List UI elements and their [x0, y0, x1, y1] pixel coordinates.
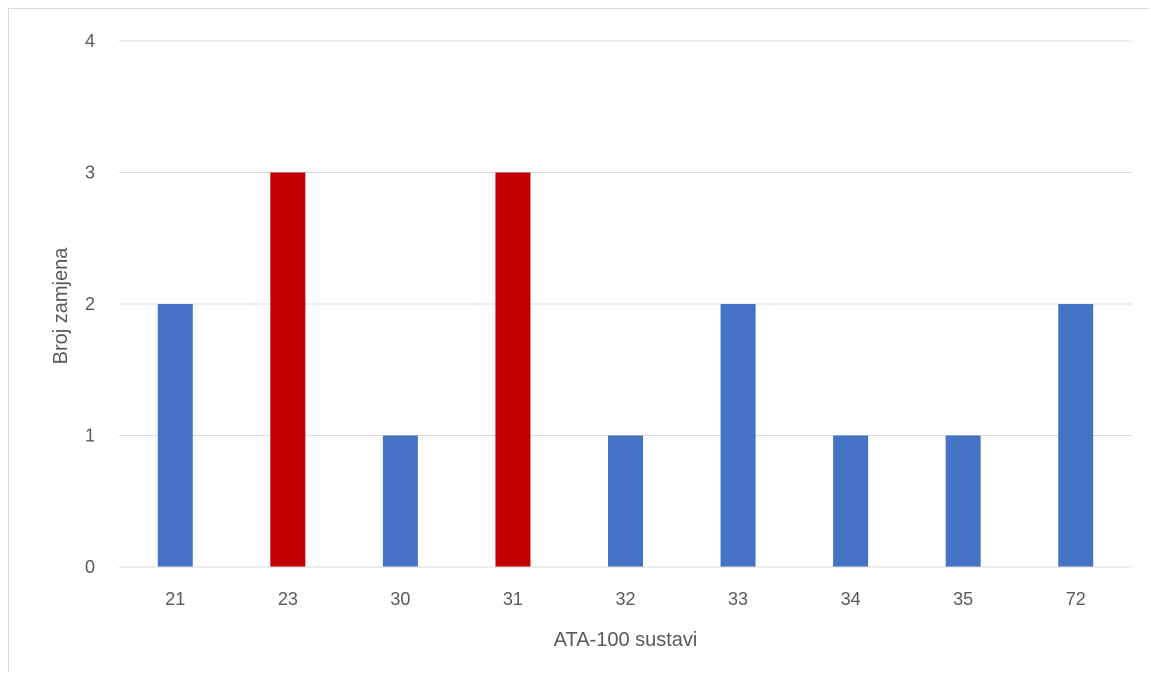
bar-30	[382, 435, 418, 567]
x-tick-label: 21	[165, 589, 185, 609]
x-tick-label: 34	[841, 589, 861, 609]
x-tick-label: 72	[1066, 589, 1086, 609]
y-tick-labels: 0 1 2 3 4	[85, 31, 95, 577]
x-tick-label: 32	[615, 589, 635, 609]
bar-35	[945, 435, 981, 567]
y-tick-label: 4	[85, 31, 95, 51]
x-tick-labels: 21 23 30 31 32 33 34 35 72	[165, 589, 1085, 609]
bar-32	[608, 435, 643, 567]
y-tick-label: 3	[85, 163, 95, 183]
y-tick-label: 2	[85, 294, 95, 314]
x-tick-label: 33	[728, 589, 748, 609]
y-tick-label: 0	[85, 557, 95, 577]
x-tick-label: 30	[390, 589, 410, 609]
y-axis-title: Broj zamjena	[50, 247, 72, 365]
bar-21	[157, 304, 193, 567]
bars	[157, 172, 1094, 567]
bar-33	[720, 304, 756, 567]
bar-72	[1058, 304, 1094, 567]
bar-23	[270, 172, 306, 567]
bar-31	[495, 172, 531, 567]
x-tick-label: 31	[503, 589, 523, 609]
y-tick-label: 1	[85, 426, 95, 446]
x-tick-label: 35	[953, 589, 973, 609]
x-axis-title: ATA-100 sustavi	[554, 629, 698, 651]
bar-34	[833, 435, 869, 567]
x-tick-label: 23	[278, 589, 298, 609]
